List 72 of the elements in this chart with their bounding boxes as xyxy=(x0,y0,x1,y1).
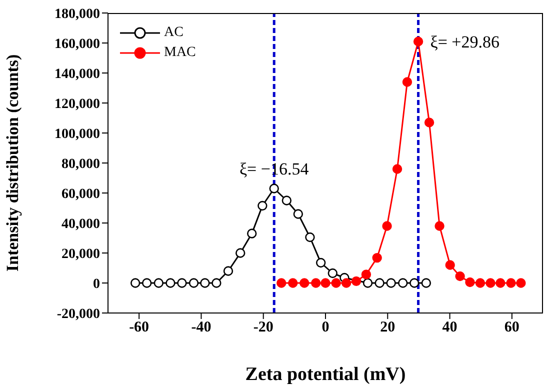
point xyxy=(341,278,352,288)
y-tick-label: 100,000 xyxy=(54,126,100,142)
point xyxy=(382,221,392,231)
point xyxy=(386,278,396,288)
point xyxy=(392,164,402,174)
point xyxy=(154,278,164,288)
point xyxy=(288,278,298,288)
point xyxy=(247,228,257,238)
point xyxy=(269,184,279,194)
point xyxy=(455,271,465,282)
point xyxy=(516,278,526,288)
point xyxy=(424,118,434,128)
y-tick-label: -20,000 xyxy=(56,306,100,322)
point xyxy=(372,252,382,263)
x-tick-label: 40 xyxy=(442,320,458,336)
point xyxy=(223,266,234,276)
y-tick-label: 120,000 xyxy=(54,96,100,112)
x-tick-label: -60 xyxy=(129,320,150,336)
point xyxy=(465,277,475,288)
legend-label: MAC xyxy=(164,45,196,61)
point xyxy=(351,276,362,286)
point xyxy=(142,278,152,288)
point xyxy=(410,278,420,288)
point xyxy=(305,232,315,242)
point xyxy=(398,278,408,288)
annotation: ξ= −16.54 xyxy=(239,160,310,178)
point xyxy=(258,200,268,211)
x-tick-label: 60 xyxy=(504,320,520,336)
x-tick-label: -40 xyxy=(191,320,212,336)
legend-label: AC xyxy=(164,25,184,41)
point xyxy=(177,278,187,288)
point xyxy=(445,260,455,270)
point xyxy=(361,270,372,280)
point xyxy=(486,278,496,288)
y-tick-label: 60,000 xyxy=(62,186,100,202)
y-tick-label: 160,000 xyxy=(54,36,100,52)
point xyxy=(320,278,330,288)
point xyxy=(421,278,432,288)
y-axis-title: Intensity distribution (counts) xyxy=(3,54,22,272)
y-tick-label: 80,000 xyxy=(62,156,100,172)
point xyxy=(212,278,222,288)
x-tick-label: 0 xyxy=(322,320,330,336)
point xyxy=(188,278,199,288)
x-tick-label: 20 xyxy=(380,320,396,336)
point xyxy=(300,278,310,288)
point xyxy=(434,221,444,231)
point xyxy=(496,278,506,288)
point xyxy=(362,278,373,288)
point xyxy=(276,278,286,288)
point xyxy=(130,278,140,288)
annotation: ξ= +29.86 xyxy=(430,32,500,52)
point xyxy=(413,36,424,46)
point xyxy=(331,278,341,288)
point xyxy=(506,278,516,288)
y-tick-label: 40,000 xyxy=(62,216,100,232)
point xyxy=(166,278,176,288)
point xyxy=(200,278,210,288)
point xyxy=(282,196,292,206)
y-tick-label: 0 xyxy=(93,276,100,292)
y-tick-label: 140,000 xyxy=(54,66,100,82)
y-tick-label: 20,000 xyxy=(62,246,100,262)
point xyxy=(328,268,338,278)
point xyxy=(293,209,304,219)
x-tick-label: -20 xyxy=(253,320,274,336)
point xyxy=(316,258,326,268)
y-tick-label: 180,000 xyxy=(54,6,100,22)
x-axis-title: Zeta potential (mV) xyxy=(245,364,406,385)
point xyxy=(236,248,246,258)
point xyxy=(374,278,384,288)
point xyxy=(402,77,412,87)
point xyxy=(311,278,321,288)
point xyxy=(475,278,486,288)
